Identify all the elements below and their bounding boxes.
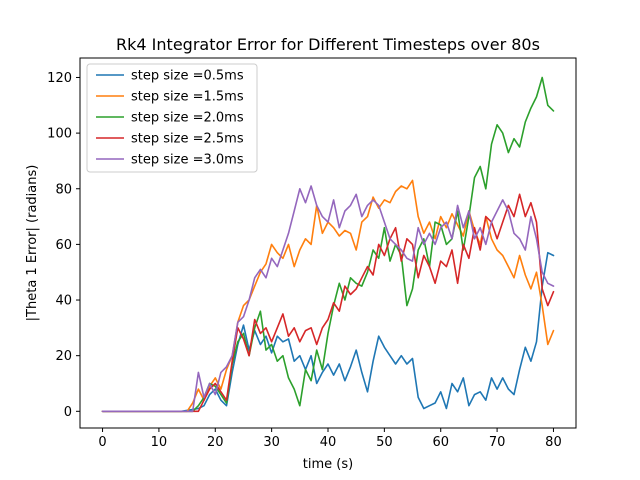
x-tick-label: 30 bbox=[263, 435, 280, 450]
legend: step size =0.5ms step size =1.5ms step siz… bbox=[86, 63, 258, 173]
legend-label-1: step size =0.5ms bbox=[131, 69, 244, 84]
y-tick-label: 20 bbox=[55, 349, 72, 364]
x-tick-label: 0 bbox=[98, 435, 106, 450]
y-axis: 0 20 40 60 80 100 120 bbox=[47, 71, 80, 420]
x-tick-label: 10 bbox=[151, 435, 168, 450]
plot-lines bbox=[101, 76, 555, 413]
y-axis-label: |Theta 1 Error| (radians) bbox=[25, 165, 40, 322]
y-tick-label: 0 bbox=[64, 405, 72, 420]
legend-label-3: step size =2.0ms bbox=[131, 111, 244, 126]
y-tick-label: 80 bbox=[55, 182, 72, 197]
series-line-2 bbox=[101, 179, 555, 413]
legend-label-5: step size =3.0ms bbox=[131, 153, 244, 168]
y-tick-label: 40 bbox=[55, 294, 72, 309]
legend-label-2: step size =1.5ms bbox=[131, 90, 244, 105]
legend-label-4: step size =2.5ms bbox=[131, 132, 244, 147]
y-tick-label: 60 bbox=[55, 238, 72, 253]
chart-title: Rk4 Integrator Error for Different Times… bbox=[116, 35, 540, 54]
y-tick-label: 100 bbox=[47, 127, 72, 142]
legend-box bbox=[86, 63, 258, 173]
x-tick-label: 60 bbox=[432, 435, 449, 450]
x-tick-label: 80 bbox=[545, 435, 562, 450]
series-line-5 bbox=[101, 185, 555, 413]
x-axis: 0 10 20 30 40 50 60 70 80 bbox=[98, 428, 562, 450]
x-axis-label: time (s) bbox=[303, 457, 353, 472]
x-tick-label: 20 bbox=[207, 435, 224, 450]
series-line-4 bbox=[101, 193, 555, 413]
x-tick-label: 40 bbox=[320, 435, 337, 450]
x-tick-label: 70 bbox=[489, 435, 506, 450]
x-tick-label: 50 bbox=[376, 435, 393, 450]
y-tick-label: 120 bbox=[47, 71, 72, 86]
series-line-1 bbox=[101, 251, 555, 413]
